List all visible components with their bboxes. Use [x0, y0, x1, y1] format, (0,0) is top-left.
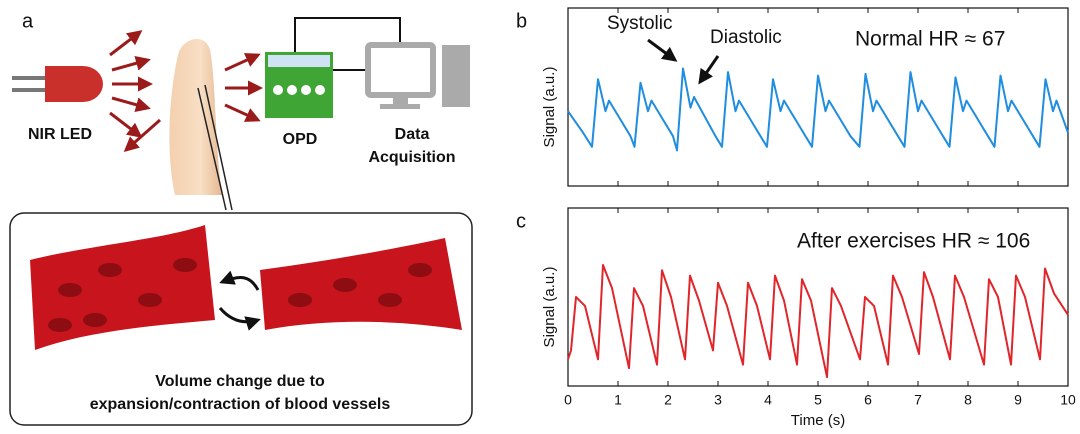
led: [45, 66, 103, 102]
x-tick-label: 10: [1060, 392, 1076, 408]
x-tick-label: 0: [564, 392, 572, 408]
computer-tower: [442, 45, 470, 107]
finger: [169, 39, 222, 195]
x-tick-label: 6: [864, 392, 872, 408]
light-rays: [109, 30, 263, 152]
annotation-arrow: [698, 55, 720, 85]
caption: Volume change due to: [155, 373, 325, 390]
x-tick-label: 7: [914, 392, 922, 408]
annotation: After exercises HR ≈ 106: [797, 230, 1030, 253]
x-tick-label: 3: [714, 392, 722, 408]
arrow: [219, 270, 260, 291]
caption: expansion/contraction of blood vessels: [90, 396, 391, 413]
annotation: Diastolic: [710, 27, 782, 48]
annotation-arrow: [647, 38, 678, 62]
x-tick-label: 8: [964, 392, 972, 408]
panel-label: c: [516, 210, 526, 232]
y-axis-label: Signal (a.u.): [541, 67, 558, 148]
led-leg: [12, 76, 52, 80]
x-tick-label: 1: [614, 392, 622, 408]
panel-a: a NIR LED OPD Data Acquisition: [9, 10, 473, 426]
panel-label: a: [22, 10, 34, 32]
y-axis-label: Signal (a.u.): [541, 267, 558, 348]
wire: [294, 17, 401, 71]
x-tick-label: 5: [814, 392, 822, 408]
led-label: NIR LED: [28, 126, 92, 143]
blood-cells: [48, 258, 432, 332]
led-leg: [12, 88, 52, 92]
monitor: [365, 42, 436, 98]
acquisition-label: Data: [395, 126, 430, 143]
x-tick-label: 2: [664, 392, 672, 408]
arrow: [218, 306, 261, 331]
x-axis-label: Time (s): [791, 412, 845, 429]
x-tick-label: 9: [1014, 392, 1022, 408]
x-tick-label: 4: [764, 392, 772, 408]
monitor-stand: [393, 95, 408, 105]
opd-sensor: [268, 55, 330, 67]
opd-label: OPD: [283, 131, 318, 148]
opd-contacts: [273, 85, 325, 95]
signal-line: [567, 264, 1069, 379]
panel-label: b: [516, 10, 527, 32]
annotation: Systolic: [607, 13, 672, 34]
vessel-expanded: [30, 225, 215, 350]
zoom-line: [197, 84, 233, 211]
vessel-contracted: [260, 238, 462, 330]
annotation: Normal HR ≈ 67: [855, 28, 1005, 51]
signal-line: [567, 67, 1069, 152]
acquisition-label: Acquisition: [368, 149, 455, 166]
monitor-base: [380, 104, 420, 109]
